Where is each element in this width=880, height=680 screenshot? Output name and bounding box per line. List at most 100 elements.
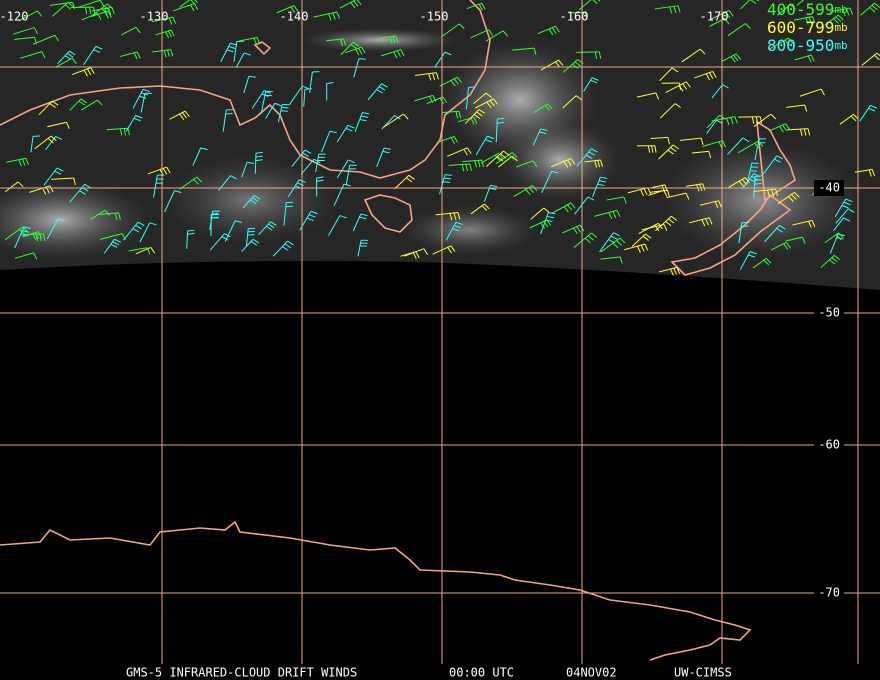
barb-flag	[722, 140, 727, 148]
barb-flag	[170, 49, 174, 57]
barb-flag	[799, 128, 803, 137]
barb-flag	[588, 151, 596, 156]
wind-barb	[738, 116, 763, 124]
barb-flag	[808, 17, 813, 24]
barb-flag	[869, 7, 876, 13]
barb-flag	[730, 56, 736, 63]
wind-barb	[470, 203, 490, 215]
wind-barb	[636, 145, 657, 153]
wind-barb	[283, 201, 294, 226]
barb-flag	[226, 49, 234, 53]
wind-barb	[186, 229, 195, 249]
barb-flag	[96, 13, 102, 20]
barb-staff	[470, 29, 490, 39]
barb-flag	[22, 230, 30, 233]
barb-flag	[654, 145, 657, 153]
label-background	[814, 180, 844, 196]
wind-barb	[139, 222, 157, 243]
barb-flag	[647, 187, 652, 195]
barb-flag	[754, 175, 762, 178]
barb-staff	[224, 220, 236, 242]
barb-flag	[468, 86, 476, 88]
barb-flag	[110, 243, 118, 248]
label-background	[814, 305, 844, 321]
legend-range: 600-799	[767, 18, 834, 37]
barb-flag	[575, 95, 582, 101]
wind-barb	[379, 35, 399, 44]
barb-flag	[463, 149, 468, 156]
barb-flag	[837, 14, 844, 21]
wind-barb	[13, 27, 38, 35]
wind-barb	[694, 70, 717, 81]
barb-flag	[69, 50, 76, 56]
legend-unit: mb	[834, 3, 847, 16]
footer: GMS-5 INFRARED-CLOUD DRIFT WINDS 00:00 U…	[0, 664, 880, 680]
barb-staff	[303, 89, 306, 107]
wind-barb	[641, 223, 668, 232]
wind-barb	[584, 159, 604, 168]
wind-barb	[462, 159, 485, 168]
barb-flag	[685, 81, 691, 88]
wind-barb	[738, 221, 749, 244]
barb-flag	[432, 73, 436, 81]
barb-flag	[282, 246, 289, 251]
wind-barb	[537, 25, 560, 36]
barb-flag	[644, 243, 649, 251]
barb-flag	[591, 148, 598, 153]
wind-barb	[291, 149, 312, 167]
wind-barb	[46, 218, 65, 240]
barb-flag	[358, 58, 366, 60]
barb-flag	[619, 237, 626, 244]
barb-flag	[253, 37, 257, 45]
barb-flag	[255, 151, 263, 154]
barb-flag	[49, 185, 54, 193]
barb-flag	[415, 251, 420, 259]
barb-flag	[754, 179, 762, 181]
barb-flag	[874, 2, 880, 8]
barb-staff	[541, 171, 553, 193]
barb-flag	[751, 116, 755, 124]
barb-flag	[671, 67, 679, 73]
wind-barb	[243, 75, 256, 94]
barb-flag	[184, 110, 190, 117]
barb-flag	[783, 243, 789, 250]
barb-flag	[745, 23, 751, 29]
wind-barb	[258, 221, 277, 236]
barb-flag	[187, 229, 195, 232]
barb-flag	[788, 196, 794, 202]
wind-barb	[69, 183, 92, 203]
barb-flag	[725, 11, 731, 19]
barb-flag	[304, 149, 312, 154]
barb-flag	[71, 57, 77, 64]
barb-staff	[383, 113, 404, 128]
barb-flag	[567, 204, 573, 211]
barb-flag	[165, 31, 170, 39]
barb-flag	[842, 9, 846, 17]
wind-barb	[583, 77, 599, 92]
barb-flag	[107, 7, 112, 15]
barb-flag	[789, 4, 796, 10]
barb-flag	[224, 233, 231, 238]
wind-barb	[140, 92, 152, 113]
wind-barb	[600, 256, 623, 264]
barb-staff	[636, 92, 657, 98]
barb-flag	[72, 2, 76, 10]
wind-barb	[533, 103, 553, 114]
barb-flag	[382, 150, 390, 154]
barb-flag	[25, 158, 29, 165]
barb-flag	[248, 227, 256, 230]
barb-flag	[50, 135, 57, 142]
barb-flag	[196, 176, 203, 183]
barb-flag	[252, 197, 259, 202]
barb-flag	[95, 45, 103, 50]
wind-barb	[235, 52, 251, 68]
barb-flag	[453, 136, 459, 143]
barb-flag	[121, 233, 126, 241]
wind-barb	[636, 92, 660, 100]
barb-flag	[447, 247, 453, 254]
barb-flag	[548, 28, 554, 36]
barb-flag	[570, 158, 576, 165]
barb-flag	[64, 4, 71, 10]
wind-barb	[727, 137, 750, 155]
barb-flag	[473, 117, 478, 124]
